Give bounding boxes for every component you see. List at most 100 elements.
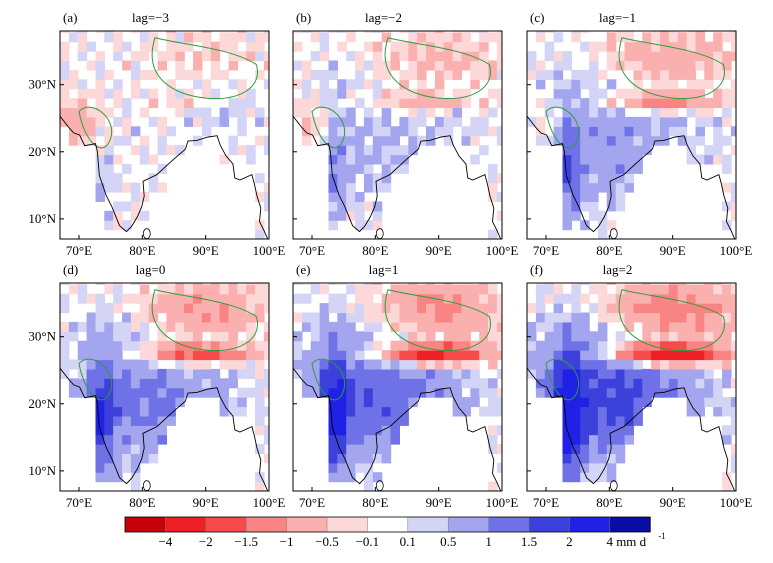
field-cell <box>597 107 608 118</box>
field-cell <box>399 387 409 398</box>
field-cell <box>642 41 652 52</box>
field-cell <box>535 116 546 127</box>
field-cell <box>193 283 203 285</box>
field-cell <box>713 98 723 109</box>
field-cell <box>722 69 732 80</box>
field-cell <box>461 340 471 351</box>
field-cell <box>148 173 159 184</box>
field-cell <box>527 340 537 351</box>
field-cell <box>363 173 374 184</box>
field-cell <box>346 397 356 408</box>
field-cell <box>293 340 303 351</box>
coastline <box>293 115 502 239</box>
field-cell <box>606 425 617 436</box>
field-cell <box>390 378 400 389</box>
field-cell <box>95 98 105 109</box>
field-cell <box>651 321 661 332</box>
field-cell <box>399 145 409 156</box>
field-cell <box>686 397 697 408</box>
field-cell <box>372 406 383 417</box>
field-cell <box>535 350 546 361</box>
field-cell <box>633 293 643 304</box>
field-cell <box>668 321 679 332</box>
field-cell <box>95 312 105 323</box>
field-cell <box>426 41 436 52</box>
field-cell <box>86 60 97 71</box>
field-cell <box>722 32 732 43</box>
field-cell <box>606 453 617 464</box>
field-cell <box>535 32 546 43</box>
field-cell <box>166 415 176 426</box>
field-cell <box>606 201 617 212</box>
field-cell <box>722 88 732 99</box>
field-cell <box>562 415 572 426</box>
field-cell <box>122 116 132 127</box>
colorbar-swatch <box>609 517 651 532</box>
field-cell <box>677 387 688 398</box>
field-cell <box>417 331 427 342</box>
field-cell <box>488 434 498 445</box>
field-cell <box>355 220 365 231</box>
field-cell <box>597 378 608 389</box>
field-cell <box>695 387 705 398</box>
field-cell <box>677 116 688 127</box>
field-cell <box>624 434 634 445</box>
colorbar-swatch <box>569 517 611 532</box>
field-cell <box>246 331 256 342</box>
field-cell <box>553 284 564 295</box>
field-cell <box>301 350 312 361</box>
field-cell <box>193 378 203 389</box>
field-cell <box>562 79 572 90</box>
field-cell <box>301 321 312 332</box>
field-cell <box>122 340 132 351</box>
field-cell <box>381 98 392 109</box>
field-cell <box>488 397 498 408</box>
field-cell <box>301 368 312 379</box>
field-cell <box>571 350 581 361</box>
field-cell <box>355 135 365 146</box>
field-cell <box>668 387 679 398</box>
field-cell <box>139 135 150 146</box>
field-cell <box>104 331 114 342</box>
field-cell <box>660 312 670 323</box>
field-cell <box>589 98 599 109</box>
field-cell <box>704 359 714 370</box>
field-cell <box>139 32 150 43</box>
field-cell <box>255 481 265 491</box>
field-cell <box>606 312 617 323</box>
field-cell <box>553 321 564 332</box>
field-cell <box>589 116 599 127</box>
field-cell <box>255 406 265 417</box>
field-cell <box>60 359 70 370</box>
field-cell <box>246 312 256 323</box>
field-cell <box>668 303 679 314</box>
field-cell <box>434 283 445 285</box>
field-cell <box>346 378 356 389</box>
field-cell <box>660 331 670 342</box>
field-cell <box>470 116 480 127</box>
map-panels: 70°E 80°E 90°E 100°E30°N20°N10°N(a) lag=−370… <box>28 10 752 510</box>
field-cell <box>470 350 480 361</box>
field-cell <box>372 60 383 71</box>
field-cell <box>255 51 265 62</box>
field-cell <box>166 32 176 43</box>
field-cell <box>122 126 132 137</box>
field-cell <box>104 220 114 231</box>
field-cell <box>606 415 617 426</box>
field-cell <box>660 303 670 314</box>
field-cell <box>363 126 374 137</box>
field-cell <box>597 387 608 398</box>
field-cell <box>535 312 546 323</box>
field-cell <box>479 98 489 109</box>
field-cell <box>443 368 454 379</box>
field-cell <box>571 145 581 156</box>
field-cell <box>95 145 105 156</box>
field-cell <box>372 145 383 156</box>
field-cell <box>139 434 150 445</box>
field-cell <box>319 312 330 323</box>
field-cell <box>139 303 150 314</box>
field-cell <box>381 135 392 146</box>
field-cell <box>624 406 634 417</box>
field-cell <box>355 145 365 156</box>
field-cell <box>363 462 374 473</box>
